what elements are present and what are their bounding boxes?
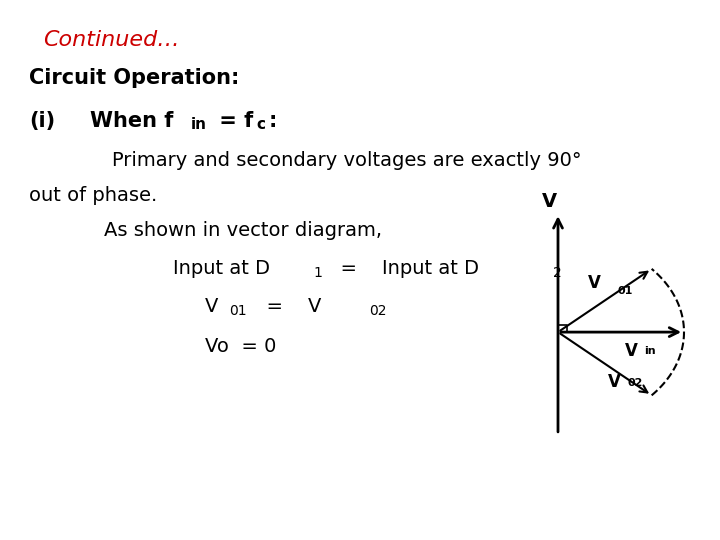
- Text: V: V: [205, 297, 219, 316]
- Text: Primary and secondary voltages are exactly 90°: Primary and secondary voltages are exact…: [112, 151, 581, 170]
- Text: V: V: [588, 274, 601, 292]
- Text: in: in: [644, 346, 656, 356]
- Text: 2: 2: [553, 266, 562, 280]
- Text: c: c: [256, 117, 265, 132]
- Text: V: V: [625, 342, 637, 360]
- Text: 01: 01: [618, 286, 633, 296]
- Text: V: V: [608, 374, 621, 391]
- Text: When f: When f: [90, 111, 174, 131]
- Text: =    V: = V: [254, 297, 322, 316]
- Text: = f: = f: [212, 111, 253, 131]
- Text: in: in: [191, 117, 207, 132]
- Text: out of phase.: out of phase.: [29, 186, 157, 205]
- Text: 02: 02: [628, 378, 643, 388]
- Text: =    Input at D: = Input at D: [328, 259, 479, 278]
- Text: Input at D: Input at D: [173, 259, 270, 278]
- Text: 02: 02: [369, 304, 387, 318]
- Text: :: :: [269, 111, 277, 131]
- Text: Circuit Operation:: Circuit Operation:: [29, 68, 239, 87]
- Text: Vo  = 0: Vo = 0: [205, 338, 276, 356]
- Text: (i): (i): [29, 111, 55, 131]
- Text: Continued…: Continued…: [43, 30, 180, 50]
- Text: 01: 01: [229, 304, 246, 318]
- Text: As shown in vector diagram,: As shown in vector diagram,: [104, 221, 382, 240]
- Text: V: V: [541, 192, 557, 211]
- Text: 1: 1: [313, 266, 322, 280]
